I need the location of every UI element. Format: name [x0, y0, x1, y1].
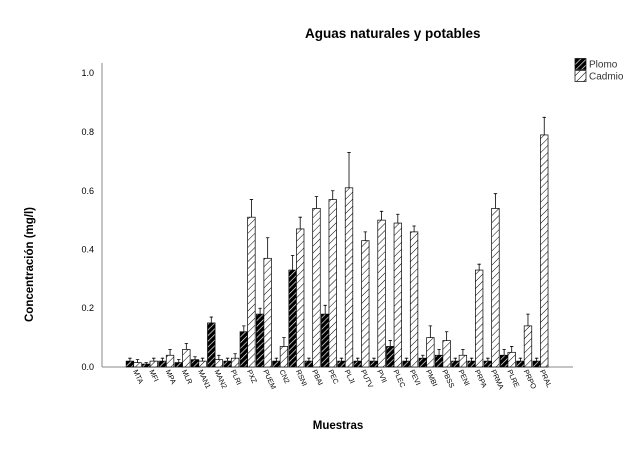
- svg-text:PBSS: PBSS: [440, 368, 456, 389]
- svg-text:Plomo: Plomo: [589, 60, 618, 71]
- svg-text:PRPA: PRPA: [473, 368, 489, 389]
- svg-text:RSNI: RSNI: [294, 368, 309, 387]
- svg-text:PRPO: PRPO: [522, 368, 539, 391]
- svg-text:0.0: 0.0: [81, 362, 94, 372]
- svg-text:0.2: 0.2: [81, 303, 94, 313]
- svg-text:PMBI: PMBI: [424, 368, 440, 388]
- svg-text:Aguas naturales y potables: Aguas naturales y potables: [305, 26, 481, 41]
- svg-text:PRMA: PRMA: [489, 368, 506, 391]
- svg-text:PLRE: PLRE: [505, 368, 521, 389]
- svg-text:MFI: MFI: [147, 368, 160, 383]
- svg-text:PEVI: PEVI: [408, 368, 423, 387]
- svg-text:PLEC: PLEC: [391, 368, 407, 389]
- svg-text:PVII: PVII: [375, 368, 389, 384]
- svg-text:PBAI: PBAI: [310, 368, 325, 387]
- svg-text:PLJI: PLJI: [343, 368, 357, 385]
- svg-text:Concentración (mg/l): Concentración (mg/l): [24, 207, 36, 322]
- svg-text:MAN2: MAN2: [213, 368, 230, 390]
- svg-text:1.0: 1.0: [81, 68, 94, 78]
- svg-text:MTA: MTA: [131, 368, 145, 385]
- svg-text:MPA: MPA: [164, 368, 179, 386]
- svg-text:PLRI: PLRI: [229, 368, 244, 386]
- svg-text:PUEM: PUEM: [261, 368, 278, 391]
- svg-text:MAN1: MAN1: [196, 368, 213, 390]
- svg-text:0.8: 0.8: [81, 127, 94, 137]
- svg-text:Muestras: Muestras: [313, 420, 364, 432]
- svg-text:CN2: CN2: [278, 368, 292, 385]
- svg-text:PEC: PEC: [326, 368, 340, 385]
- svg-text:Cadmio: Cadmio: [589, 72, 624, 83]
- svg-text:PXZ: PXZ: [245, 368, 259, 385]
- svg-text:0.4: 0.4: [81, 245, 94, 255]
- svg-text:PUTV: PUTV: [359, 368, 375, 389]
- svg-text:MLR: MLR: [180, 368, 195, 386]
- svg-text:0.6: 0.6: [81, 186, 94, 196]
- svg-text:PRAL: PRAL: [538, 368, 554, 389]
- svg-text:PENI: PENI: [457, 368, 472, 387]
